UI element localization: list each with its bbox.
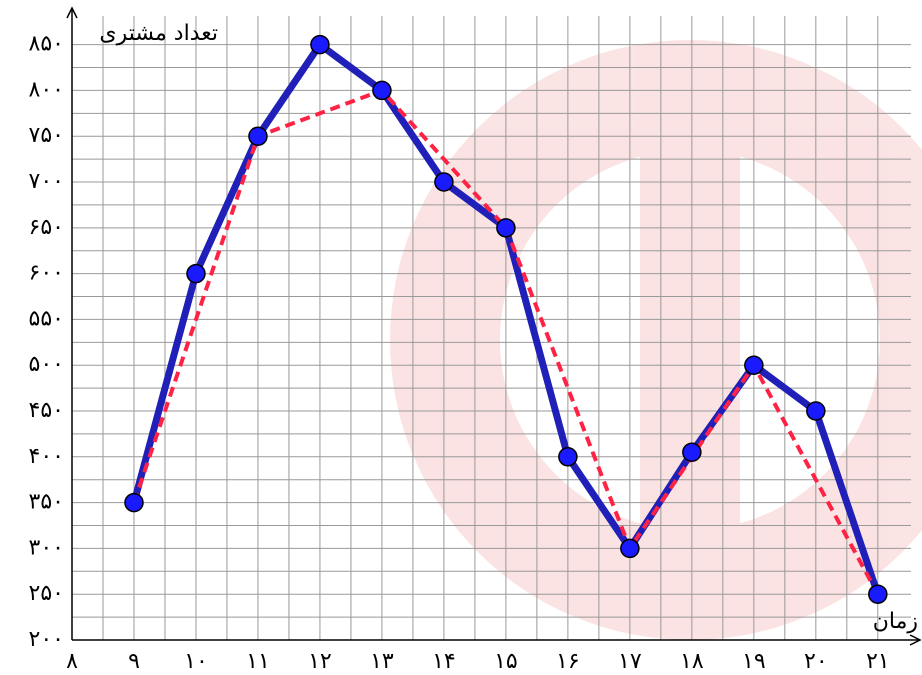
- data-point: [744, 355, 764, 375]
- y-axis-label: تعداد مشتری: [99, 21, 218, 46]
- y-tick-label: ۵۵۰: [29, 306, 64, 331]
- y-tick-label: ۷۵۰: [29, 123, 64, 148]
- x-tick-label: ۱۵: [494, 649, 518, 674]
- x-tick-label: ۱۲: [308, 649, 332, 674]
- data-point: [558, 447, 578, 467]
- data-point: [372, 80, 392, 101]
- x-axis-arrow: [909, 634, 922, 646]
- x-tick-label: ۱۷: [618, 649, 642, 674]
- data-point: [434, 172, 454, 192]
- y-tick-label: ۶۰۰: [29, 261, 64, 286]
- data-point: [124, 492, 144, 513]
- y-tick-label: ۴۰۰: [29, 444, 64, 469]
- data-point: [496, 218, 516, 238]
- data-point: [868, 584, 888, 604]
- x-tick-label: ۱۰: [184, 649, 208, 674]
- y-tick-label: ۳۰۰: [29, 535, 64, 560]
- data-point: [186, 263, 206, 284]
- x-tick-label: ۱۳: [370, 649, 394, 674]
- watermark: [390, 40, 922, 640]
- y-tick-label: ۷۰۰: [29, 169, 64, 194]
- y-tick-label: ۳۵۰: [29, 490, 64, 515]
- y-tick-label: ۶۵۰: [29, 215, 64, 240]
- x-tick-label: ۱۴: [432, 649, 456, 674]
- data-point: [248, 126, 268, 146]
- y-tick-label: ۴۵۰: [29, 398, 64, 423]
- x-tick-label: ۲۰: [804, 649, 828, 674]
- x-tick-label: ۱۱: [246, 649, 270, 674]
- data-point: [620, 538, 640, 559]
- x-tick-label: ۱۹: [742, 649, 766, 674]
- y-tick-label: ۲۵۰: [29, 581, 64, 606]
- x-tick-label: ۸: [66, 649, 78, 674]
- x-axis-label: زمان: [873, 609, 918, 634]
- data-point: [310, 34, 330, 55]
- x-tick-label: ۲۱: [866, 649, 890, 674]
- y-tick-label: ۲۰۰: [29, 627, 64, 652]
- data-point: [806, 401, 826, 421]
- x-tick-label: ۹: [128, 649, 140, 674]
- y-tick-label: ۵۰۰: [29, 352, 64, 377]
- y-axis-arrow: [66, 6, 78, 19]
- x-tick-label: ۱۶: [556, 649, 580, 674]
- data-point: [682, 442, 702, 462]
- x-tick-label: ۱۸: [680, 649, 704, 674]
- grid: [71, 16, 911, 641]
- y-tick-label: ۸۰۰: [29, 77, 64, 102]
- y-tick-label: ۸۵۰: [29, 32, 64, 57]
